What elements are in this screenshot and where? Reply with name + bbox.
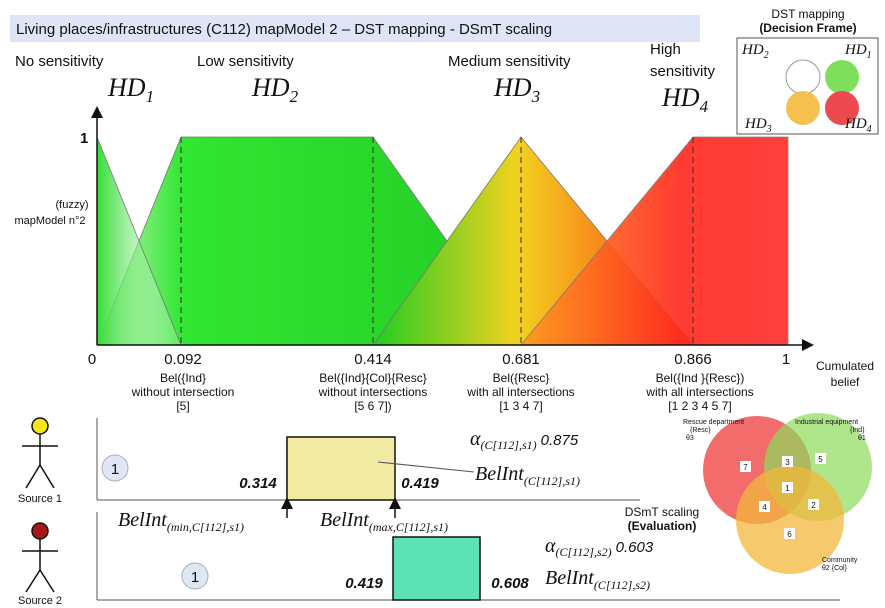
x-tick-label: 0.681	[502, 351, 540, 368]
circle	[785, 59, 821, 95]
belint: BelInt(C[112],s1)	[475, 463, 580, 488]
note: without intersection	[131, 385, 235, 399]
tick-notes: Bel({Ind} without intersection [5] Bel({…	[131, 371, 754, 413]
region: 7	[743, 463, 748, 472]
title-bar	[10, 15, 700, 42]
dashes	[180, 137, 694, 345]
level-label: No sensitivity	[15, 53, 104, 70]
hd-label: HD2	[251, 73, 299, 106]
note: [5 6 7])	[354, 399, 391, 413]
title: Living places/infrastructures (C112) map…	[16, 21, 552, 38]
frame-title: DST mapping	[771, 7, 844, 21]
level-label: sensitivity	[650, 63, 716, 80]
dsmt-title: DSmT scaling	[625, 505, 699, 519]
note: with all intersections	[466, 385, 574, 399]
note: Bel({Ind }{Resc})	[656, 371, 745, 385]
level-label: Medium sensitivity	[448, 53, 571, 70]
x-label: belief	[831, 375, 860, 389]
note: [1 2 3 4 5 7]	[668, 399, 731, 413]
set-label: Community	[822, 557, 858, 564]
interval	[392, 536, 481, 601]
hd-label: HD3	[493, 73, 540, 106]
region: 2	[811, 501, 816, 510]
hd-label: HD4	[661, 83, 709, 116]
x-tick-label: 0	[88, 351, 96, 368]
stick-figure	[22, 522, 58, 593]
alpha: α(C[112],s1) 0.875	[470, 428, 579, 452]
circle	[786, 91, 820, 125]
max-value: 0.608	[491, 575, 529, 592]
min-value: 0.314	[239, 475, 277, 492]
note: Bel({Ind}	[160, 371, 206, 385]
y-label: (fuzzy)	[56, 199, 89, 211]
hd-label: HD1	[107, 73, 154, 106]
badge-label: 1	[191, 569, 199, 586]
set-label: θ1	[858, 435, 866, 442]
note: [5]	[176, 399, 189, 413]
regions: 7 3 5 1 4 2 6	[740, 453, 826, 539]
alpha: α(C[112],s2) 0.603	[545, 535, 654, 559]
badge	[101, 454, 129, 482]
x-tick-label: 1	[782, 351, 790, 368]
source-name: Source 1	[18, 493, 62, 505]
note: Bel({Resc}	[493, 371, 550, 385]
set-label: Industrial equipment	[795, 419, 858, 426]
belint: BelInt(C[112],s2)	[545, 567, 650, 592]
frame-subtitle: (Decision Frame)	[759, 21, 856, 35]
source-name: Source 2	[18, 595, 62, 607]
x-tick-label: 0.866	[674, 351, 712, 368]
frame-label: HD1	[844, 42, 872, 61]
region: 3	[785, 458, 790, 467]
badge	[181, 562, 209, 590]
level-label: High	[650, 41, 681, 58]
dsmt-subtitle: (Evaluation)	[628, 519, 697, 533]
y-label: mapModel n°2	[14, 215, 85, 227]
region: 4	[762, 503, 767, 512]
stick-figure	[22, 417, 58, 489]
note: without intersections	[318, 385, 428, 399]
badge-label: 1	[111, 461, 119, 478]
level-label: Low sensitivity	[197, 53, 294, 70]
min-value: 0.419	[345, 575, 383, 592]
note: [1 3 4 7]	[499, 399, 542, 413]
max-value: 0.419	[401, 475, 439, 492]
note: with all intersections	[645, 385, 753, 399]
y-top: 1	[80, 130, 88, 147]
leader	[377, 461, 475, 473]
belint-max: BelInt(max,C[112],s1)	[320, 509, 448, 534]
belint-min: BelInt(min,C[112],s1)	[118, 509, 244, 534]
region: 5	[818, 455, 823, 464]
set-label: θ3	[686, 435, 694, 442]
frame-label: HD4	[844, 116, 872, 135]
frame-label: HD2	[741, 42, 769, 61]
venn-set	[736, 466, 844, 574]
set-label: {Resc}	[690, 427, 711, 434]
x-tick-label: 0.414	[354, 351, 392, 368]
region: 1	[785, 484, 790, 493]
circle	[825, 91, 859, 125]
interval	[286, 436, 396, 501]
x-tick-label: 0.092	[164, 351, 202, 368]
x-label: Cumulated	[816, 359, 874, 373]
region: 6	[787, 530, 792, 539]
note: Bel({Ind}{Col}{Resc}	[319, 371, 426, 385]
set-label: {Ind}	[850, 427, 865, 434]
set-label: θ2 {Col}	[822, 565, 848, 572]
circle	[825, 60, 859, 94]
frame-label: HD3	[744, 116, 772, 135]
set-label: Rescue department	[683, 419, 744, 426]
